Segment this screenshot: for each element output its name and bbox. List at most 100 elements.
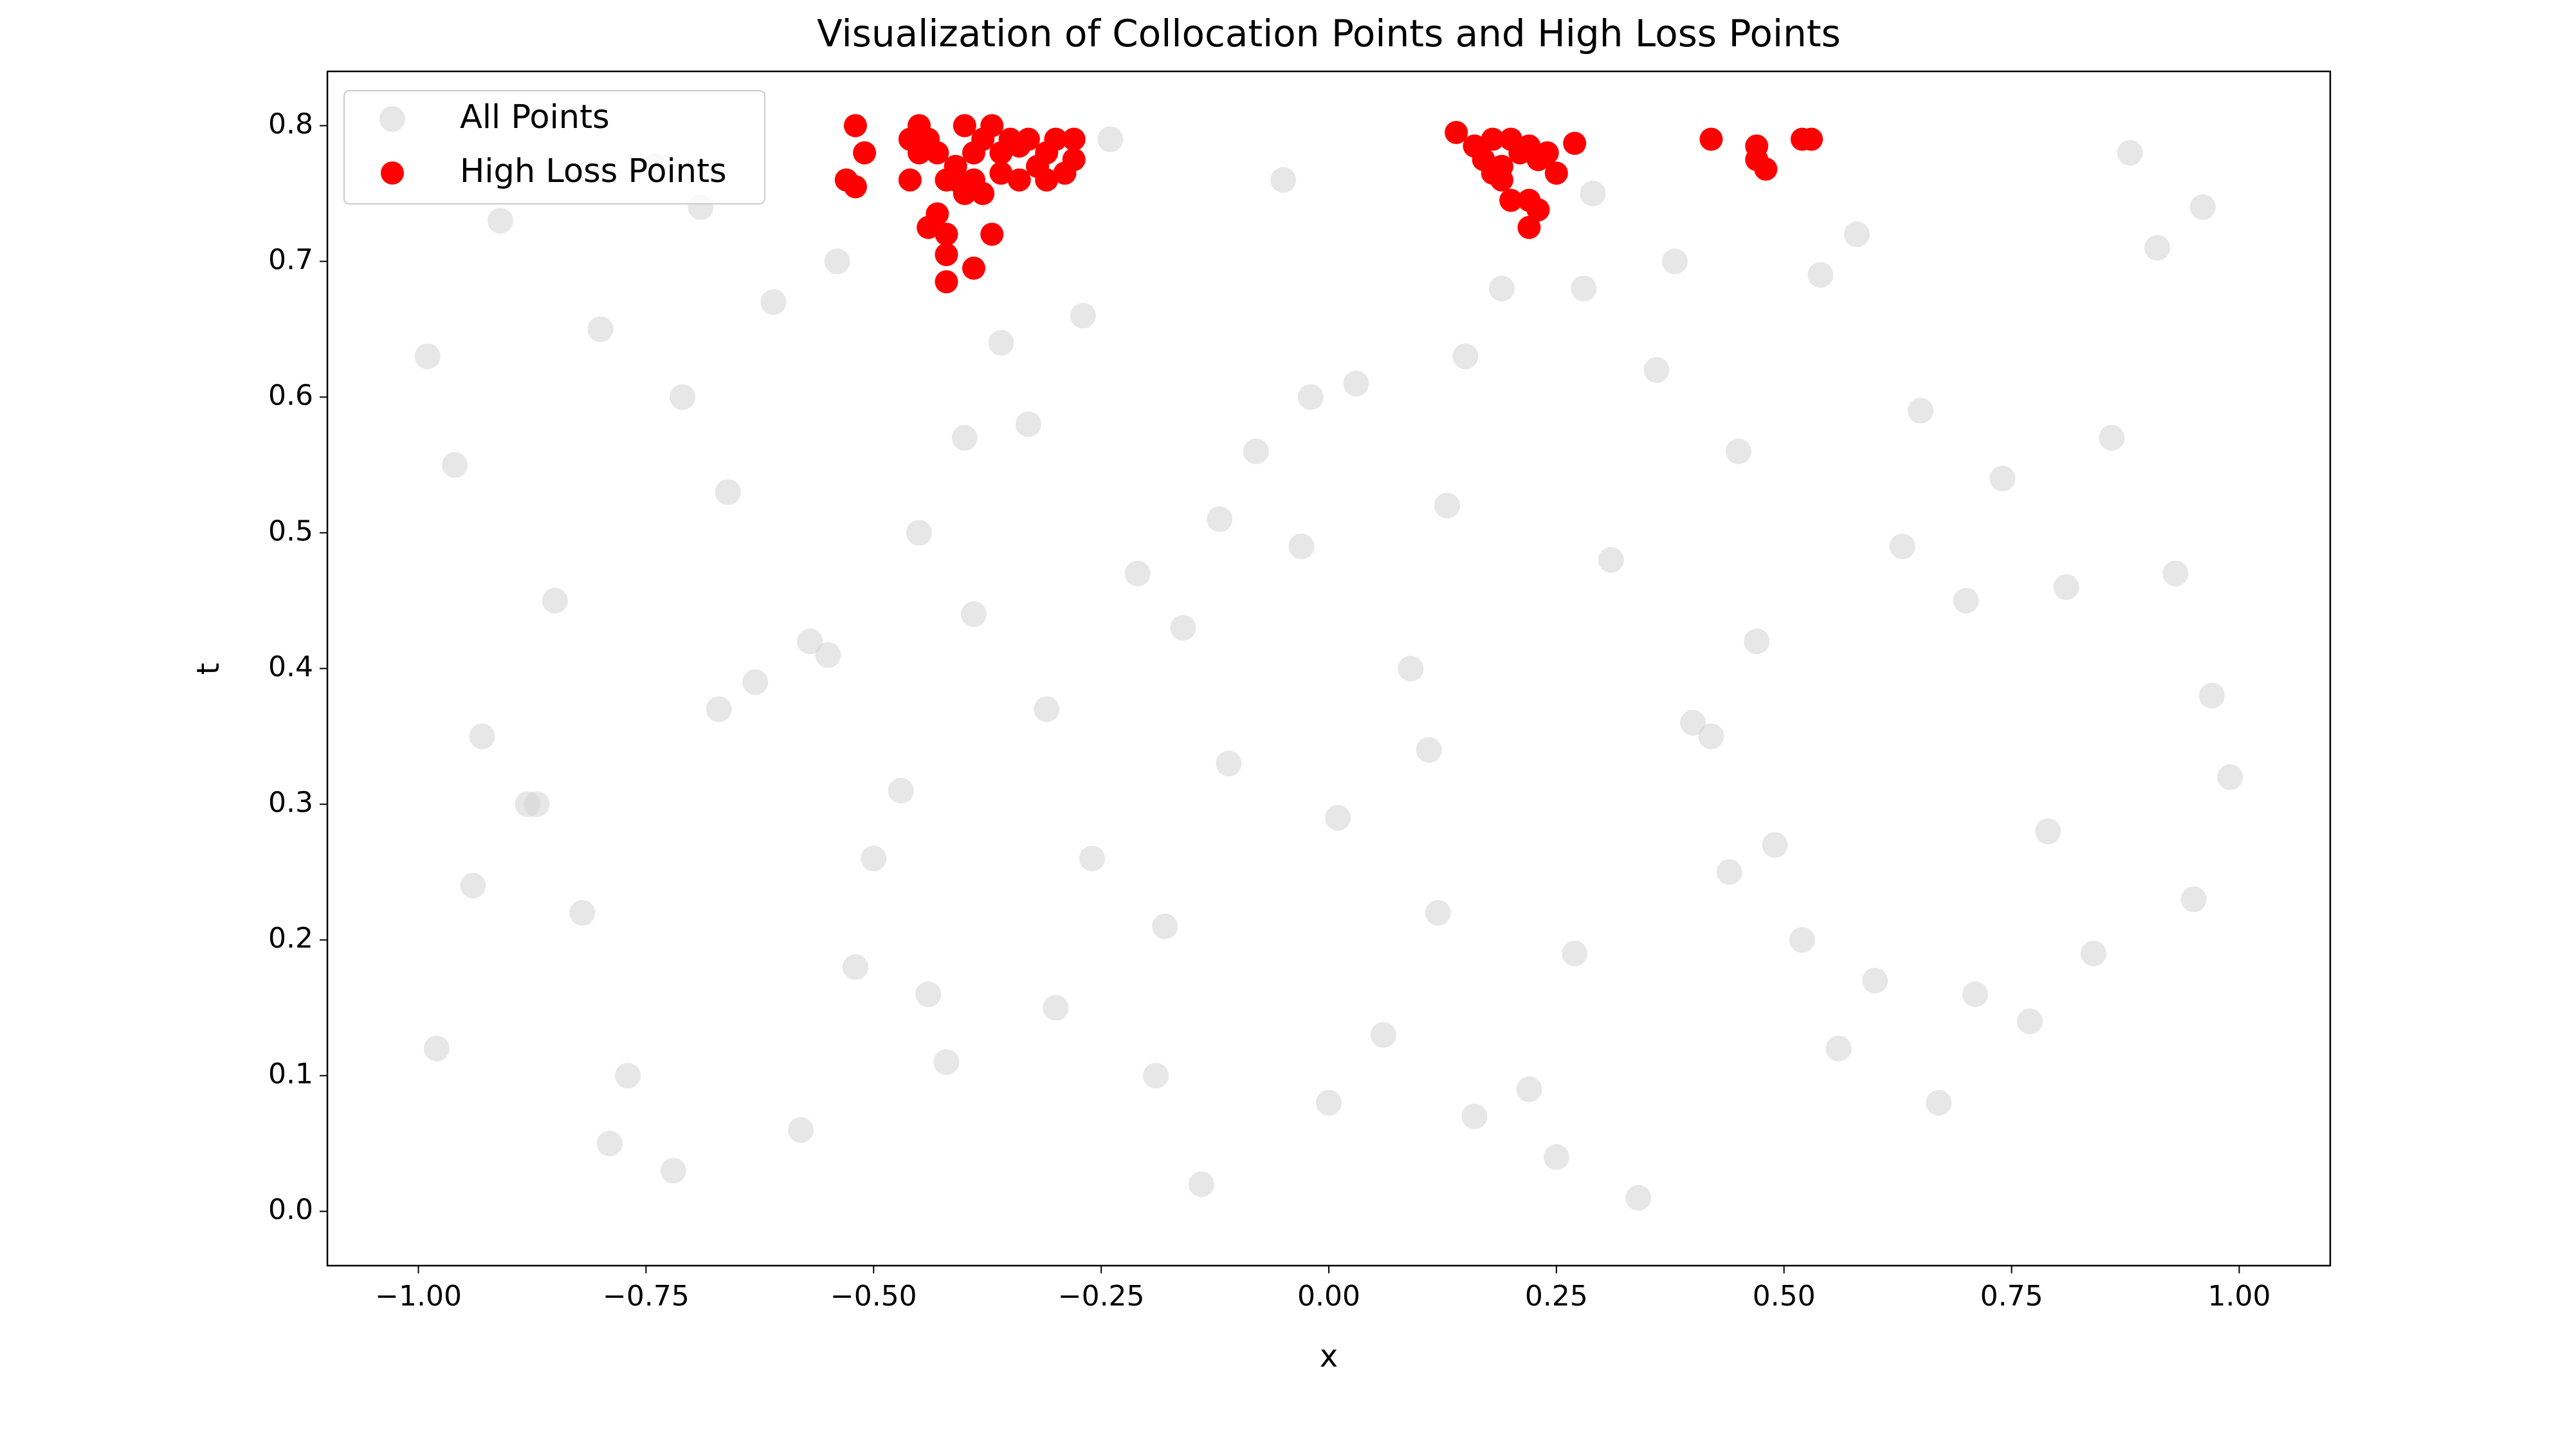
point — [1800, 127, 1823, 151]
point — [1062, 127, 1086, 151]
point — [2180, 886, 2207, 913]
point — [960, 601, 987, 628]
point — [917, 215, 940, 239]
series — [414, 126, 2243, 1211]
point — [542, 587, 568, 614]
y-tick-label: 0.0 — [268, 1194, 313, 1226]
point — [670, 384, 696, 410]
point — [1571, 275, 1597, 302]
x-tick-label: −0.75 — [603, 1280, 689, 1313]
point — [1170, 615, 1196, 641]
point — [944, 168, 967, 192]
point — [1543, 1144, 1569, 1170]
point — [1699, 127, 1723, 151]
point — [423, 1035, 450, 1062]
point — [933, 1049, 960, 1075]
point — [797, 628, 823, 655]
point — [1043, 995, 1069, 1021]
point — [1124, 560, 1151, 587]
point — [469, 723, 495, 750]
point — [853, 141, 877, 165]
point — [815, 642, 841, 668]
point — [487, 208, 513, 234]
point — [935, 242, 958, 266]
point — [1034, 696, 1060, 722]
point — [1563, 131, 1587, 155]
point — [1625, 1185, 1652, 1211]
point — [1026, 154, 1050, 178]
point — [1490, 154, 1513, 178]
point — [442, 451, 468, 478]
point — [1343, 370, 1369, 397]
point — [962, 256, 985, 280]
point — [1016, 127, 1040, 151]
point — [587, 316, 614, 342]
point — [1526, 198, 1550, 222]
point — [1789, 927, 1816, 953]
point — [935, 223, 958, 246]
point — [1754, 157, 1778, 181]
point — [1297, 384, 1324, 410]
point — [1843, 221, 1870, 248]
point — [1015, 411, 1041, 437]
point — [1070, 302, 1096, 329]
point — [596, 1131, 623, 1157]
point — [2099, 424, 2125, 451]
point — [1661, 248, 1688, 275]
point — [1188, 1171, 1214, 1197]
point — [1807, 262, 1834, 288]
point — [824, 248, 850, 275]
point — [1762, 832, 1788, 858]
point — [980, 114, 1004, 138]
point — [898, 168, 922, 192]
point — [915, 981, 942, 1007]
point — [1097, 126, 1124, 152]
point — [980, 223, 1004, 246]
point — [861, 845, 887, 871]
point — [1452, 343, 1479, 370]
series — [834, 114, 1823, 294]
point — [2189, 194, 2216, 221]
point — [615, 1062, 641, 1089]
y-tick-label: 0.7 — [268, 243, 313, 276]
point — [1207, 506, 1233, 532]
point — [1445, 120, 1468, 144]
point — [1926, 1089, 1952, 1116]
plot-frame — [326, 70, 2332, 1267]
point — [1698, 723, 1724, 750]
point — [2080, 940, 2106, 967]
point — [2053, 574, 2079, 600]
point — [888, 778, 914, 804]
point — [1243, 438, 1269, 464]
point — [414, 343, 441, 370]
point — [842, 954, 868, 980]
point — [843, 114, 867, 138]
point — [1499, 188, 1523, 212]
point — [460, 873, 486, 899]
point — [1989, 466, 2016, 492]
point — [1044, 127, 1068, 151]
x-tick-label: −1.00 — [375, 1280, 462, 1313]
point — [1079, 845, 1105, 871]
point — [1744, 628, 1770, 655]
point — [935, 270, 958, 294]
point — [1889, 533, 1915, 560]
point — [1725, 438, 1751, 464]
point — [1434, 493, 1461, 519]
point — [1716, 859, 1742, 886]
point — [1007, 168, 1031, 192]
point — [1398, 655, 1424, 682]
point — [660, 1158, 686, 1184]
y-tick-label: 0.6 — [268, 379, 313, 412]
y-axis-label: t — [190, 663, 226, 675]
point — [2217, 764, 2243, 790]
point — [742, 669, 769, 695]
point — [715, 479, 741, 505]
point — [1481, 127, 1504, 151]
x-tick-label: 0.50 — [1753, 1280, 1816, 1313]
y-tick-label: 0.2 — [268, 922, 313, 955]
point — [1680, 709, 1706, 736]
point — [760, 289, 787, 315]
point — [843, 175, 867, 199]
